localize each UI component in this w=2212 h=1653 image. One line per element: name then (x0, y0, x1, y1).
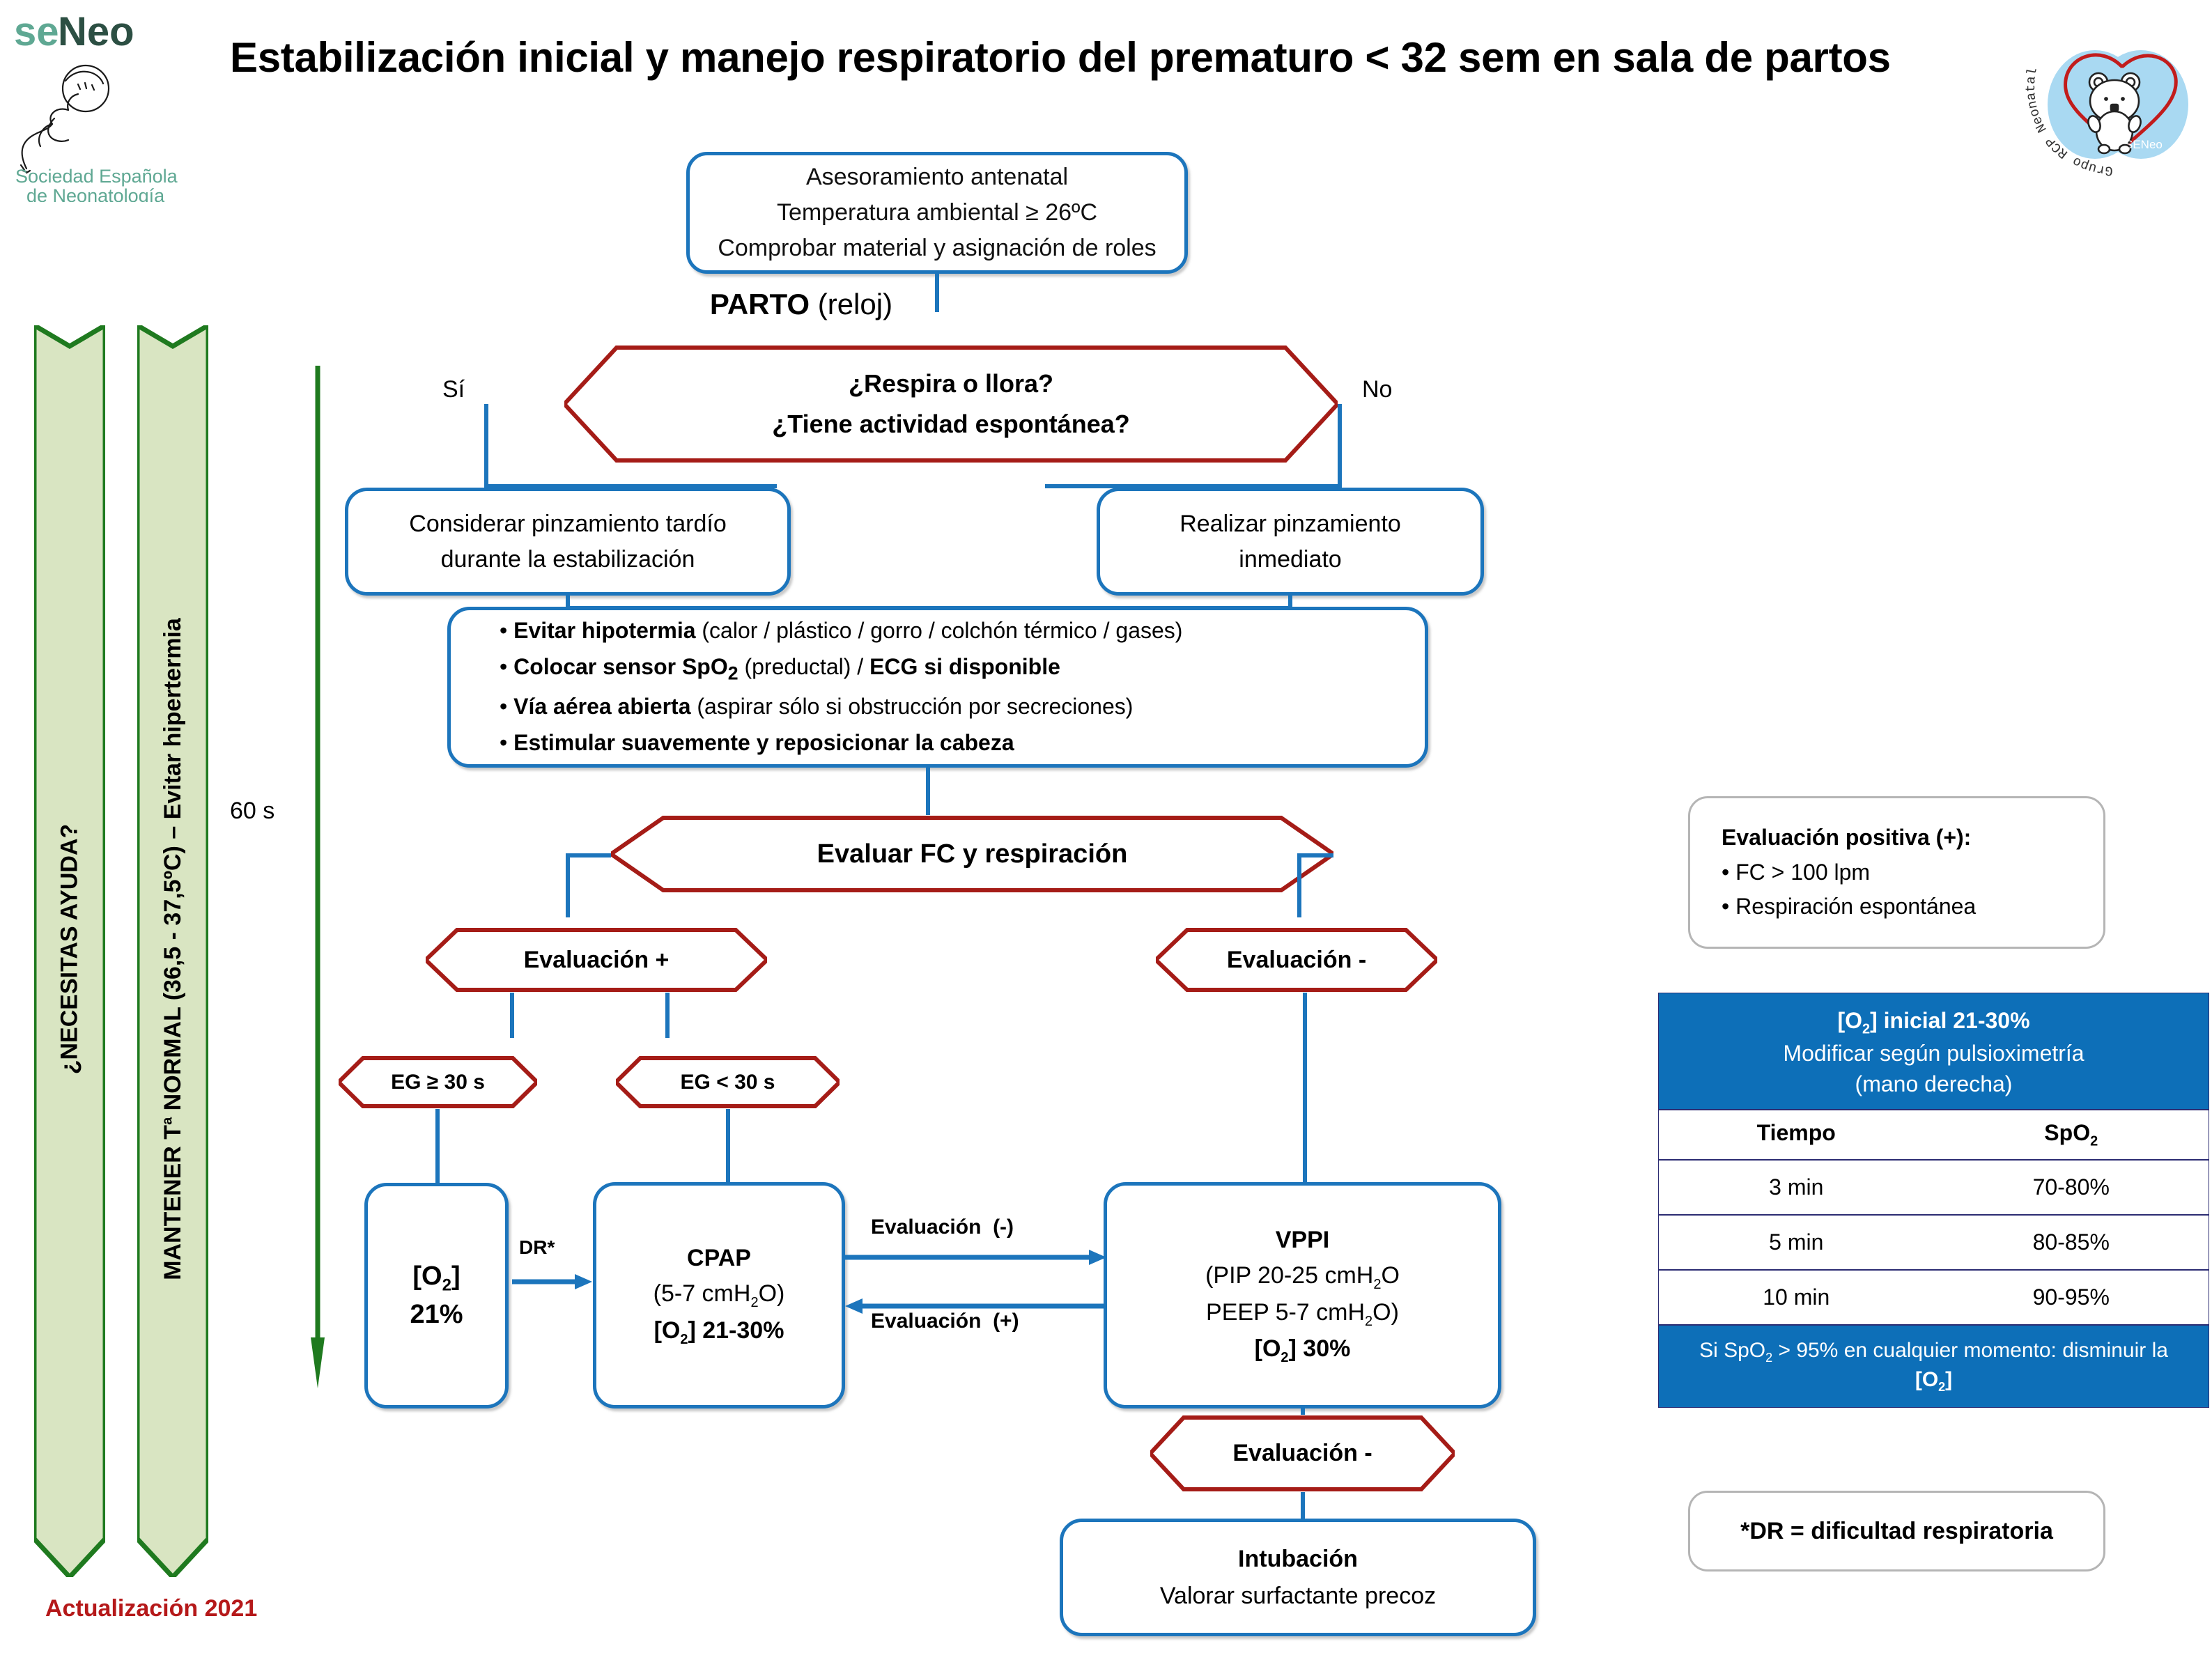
svg-text:SENeo: SENeo (2125, 138, 2163, 151)
svg-text:de Neonatología: de Neonatología (26, 185, 165, 202)
svg-text:Sociedad Española: Sociedad Española (15, 166, 178, 187)
svg-text:se: se (14, 9, 59, 54)
svg-text:Neo: Neo (58, 9, 134, 54)
